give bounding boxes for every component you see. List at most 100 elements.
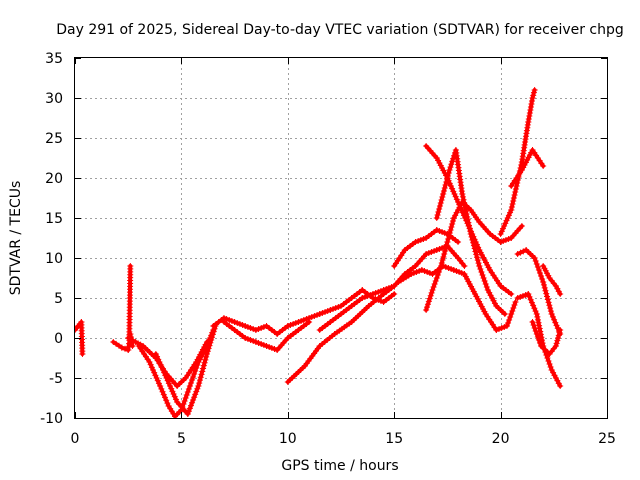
data-point-marker bbox=[169, 388, 176, 395]
data-point-marker bbox=[385, 285, 392, 291]
data-point-marker bbox=[284, 323, 291, 329]
data-point-marker bbox=[445, 265, 452, 271]
data-point-marker bbox=[503, 217, 510, 224]
data-point-marker bbox=[446, 167, 453, 173]
data-point-marker bbox=[544, 355, 551, 361]
data-point-marker bbox=[209, 334, 216, 341]
y-tick-label: 0 bbox=[54, 331, 63, 347]
data-point-marker bbox=[549, 313, 556, 320]
data-point-marker bbox=[147, 361, 154, 368]
y-tick-labels: -10 -5 0 5 10 15 20 25 30 35 bbox=[40, 51, 63, 427]
data-point-marker bbox=[446, 230, 453, 236]
data-point-marker bbox=[255, 340, 262, 346]
data-point-marker bbox=[391, 291, 398, 297]
data-point-marker bbox=[172, 396, 179, 403]
data-point-marker bbox=[514, 295, 521, 301]
data-point-marker bbox=[501, 311, 508, 317]
data-point-marker bbox=[479, 272, 486, 278]
data-point-marker bbox=[502, 237, 509, 243]
data-point-marker bbox=[529, 95, 536, 101]
data-point-marker bbox=[527, 296, 534, 303]
data-point-marker bbox=[192, 391, 199, 398]
data-point-marker bbox=[536, 322, 543, 329]
series-arc-17 bbox=[508, 147, 547, 189]
data-point-marker bbox=[531, 325, 538, 331]
data-point-marker bbox=[530, 92, 537, 99]
data-point-marker bbox=[192, 368, 199, 374]
data-point-marker bbox=[547, 364, 554, 370]
data-point-marker bbox=[247, 325, 254, 331]
data-point-marker bbox=[552, 343, 559, 349]
data-point-marker bbox=[234, 320, 241, 326]
data-point-marker bbox=[427, 292, 434, 299]
data-point-marker bbox=[226, 317, 233, 323]
data-point-marker bbox=[525, 291, 532, 297]
data-point-marker bbox=[437, 200, 444, 206]
data-point-marker bbox=[458, 207, 465, 213]
x-tick-label: 5 bbox=[177, 431, 186, 447]
y-tick-label: 20 bbox=[45, 171, 63, 187]
data-point-marker bbox=[255, 326, 262, 332]
data-point-marker bbox=[473, 251, 480, 258]
data-point-marker bbox=[433, 247, 440, 253]
data-point-marker bbox=[209, 331, 216, 338]
data-point-marker bbox=[196, 377, 203, 384]
data-point-marker bbox=[555, 380, 562, 387]
data-point-marker bbox=[542, 287, 549, 294]
series-arc-7 bbox=[210, 287, 398, 337]
data-point-marker bbox=[324, 308, 331, 314]
data-point-marker bbox=[322, 309, 329, 315]
data-point-marker bbox=[271, 346, 278, 352]
data-point-marker bbox=[426, 270, 433, 276]
data-point-marker bbox=[511, 302, 518, 308]
data-point-marker bbox=[231, 319, 238, 325]
data-point-marker bbox=[501, 324, 508, 330]
data-point-marker bbox=[122, 345, 129, 352]
data-point-marker bbox=[464, 216, 471, 223]
data-point-marker bbox=[465, 219, 472, 226]
data-point-marker bbox=[242, 323, 249, 329]
data-point-marker bbox=[182, 395, 189, 401]
x-axis-label: GPS time / hours bbox=[281, 458, 398, 474]
data-point-marker bbox=[508, 207, 515, 213]
data-point-marker bbox=[552, 375, 559, 381]
data-point-marker bbox=[528, 299, 535, 306]
data-point-marker bbox=[525, 119, 532, 125]
data-point-marker bbox=[517, 249, 524, 256]
data-point-marker bbox=[250, 326, 257, 332]
data-point-marker bbox=[195, 359, 202, 365]
data-point-marker bbox=[459, 193, 466, 200]
data-point-marker bbox=[456, 269, 463, 275]
data-point-marker bbox=[148, 364, 155, 371]
data-point-marker bbox=[457, 204, 464, 211]
data-point-marker bbox=[550, 369, 557, 376]
data-point-marker bbox=[239, 322, 246, 328]
data-point-marker bbox=[497, 239, 504, 245]
data-point-marker bbox=[498, 228, 505, 235]
data-point-marker bbox=[552, 283, 559, 289]
data-point-marker bbox=[503, 323, 510, 329]
data-point-marker bbox=[507, 209, 514, 216]
y-tick-label: 35 bbox=[45, 51, 63, 67]
data-point-marker bbox=[527, 107, 534, 113]
data-point-marker bbox=[158, 385, 165, 392]
data-point-marker bbox=[157, 383, 164, 389]
data-point-marker bbox=[531, 305, 538, 312]
data-point-marker bbox=[555, 335, 562, 341]
data-point-marker bbox=[475, 260, 482, 267]
data-point-marker bbox=[375, 289, 382, 295]
data-point-marker bbox=[527, 104, 534, 110]
data-point-marker bbox=[443, 179, 450, 185]
data-point-marker bbox=[433, 275, 440, 281]
data-point-marker bbox=[497, 231, 504, 237]
data-point-marker bbox=[483, 284, 490, 290]
data-point-marker bbox=[474, 257, 481, 264]
data-point-marker bbox=[554, 377, 561, 384]
data-point-marker bbox=[327, 307, 334, 313]
data-point-marker bbox=[534, 334, 541, 340]
data-point-marker bbox=[369, 291, 376, 297]
data-point-marker bbox=[518, 223, 525, 229]
data-point-marker bbox=[545, 299, 552, 306]
data-point-marker bbox=[551, 316, 558, 323]
data-point-marker bbox=[496, 326, 503, 332]
